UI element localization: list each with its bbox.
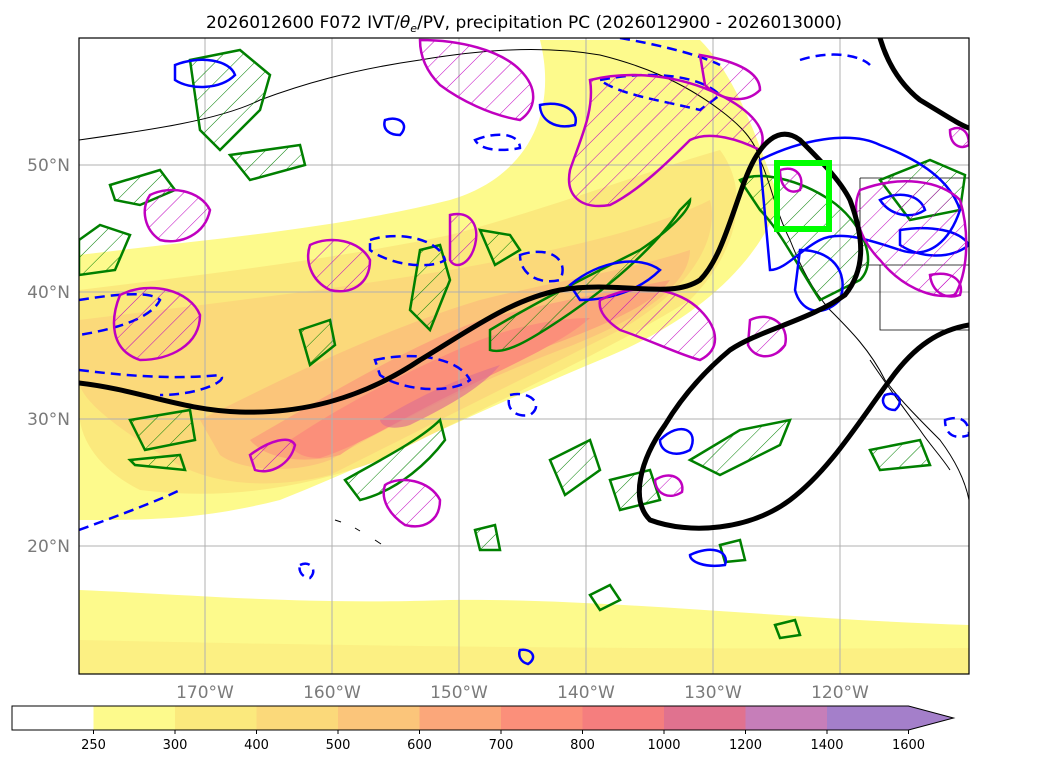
longitude-labels: 170°W 160°W 150°W 140°W 130°W 120°W [176,683,869,703]
jet-axis-line [79,131,969,531]
colorbar-tick-label: 250 [81,738,106,753]
figure-title: 2026012600 F072 IVT/θe/PV, precipitation… [206,13,842,35]
colorbar-tick-label: 500 [326,738,351,753]
colorbar-tick-label: 400 [244,738,269,753]
colorbar-segment [582,706,665,730]
colorbar-segment [664,706,746,730]
colorbar-segment [501,706,583,730]
colorbar-extend-arrow [908,706,954,730]
colorbar-tick-label: 600 [407,738,432,753]
colorbar-tick-label: 1200 [729,738,762,753]
lat-label: 30°N [27,410,70,430]
colorbar-tick-label: 1400 [810,738,843,753]
target-region-box [774,160,832,232]
colorbar-tick-label: 1600 [892,738,925,753]
colorbar-tick-label: 800 [570,738,595,753]
colorbar-segment [256,706,339,730]
colorbar-segment [175,706,257,730]
colorbar-tick-label: 1000 [647,738,680,753]
lon-label: 140°W [557,683,615,703]
hawaii [334,519,382,545]
lat-label: 40°N [27,283,70,303]
lon-label: 150°W [430,683,488,703]
lon-label: 130°W [684,683,742,703]
lon-label: 170°W [176,683,234,703]
colorbar-segment [745,706,828,730]
map-frame [78,37,970,675]
state-line-2 [879,265,969,331]
colorbar-tick-label: 700 [489,738,514,753]
ivt-tropical-band-inner [79,640,969,674]
colorbar-segment [419,706,502,730]
latitude-labels: 50°N 40°N 30°N 20°N [27,156,70,557]
trough-lines [79,38,969,531]
colorbar-segment [827,706,909,730]
map-area [79,38,969,674]
colorbar-segment [93,706,176,730]
northern-trough-line [877,38,969,131]
lat-label: 20°N [27,537,70,557]
colorbar-tick-label: 300 [163,738,188,753]
lat-label: 50°N [27,156,70,176]
lon-label: 120°W [811,683,869,703]
colorbar: 250 300 400 500 600 700 800 1000 1200 1400 1600 [11,705,956,753]
baja-coast [869,359,951,471]
pv-contours [112,38,969,528]
colorbar-segment [12,706,94,730]
lon-label: 160°W [303,683,361,703]
colorbar-outline [11,705,956,731]
colorbar-segment [338,706,420,730]
